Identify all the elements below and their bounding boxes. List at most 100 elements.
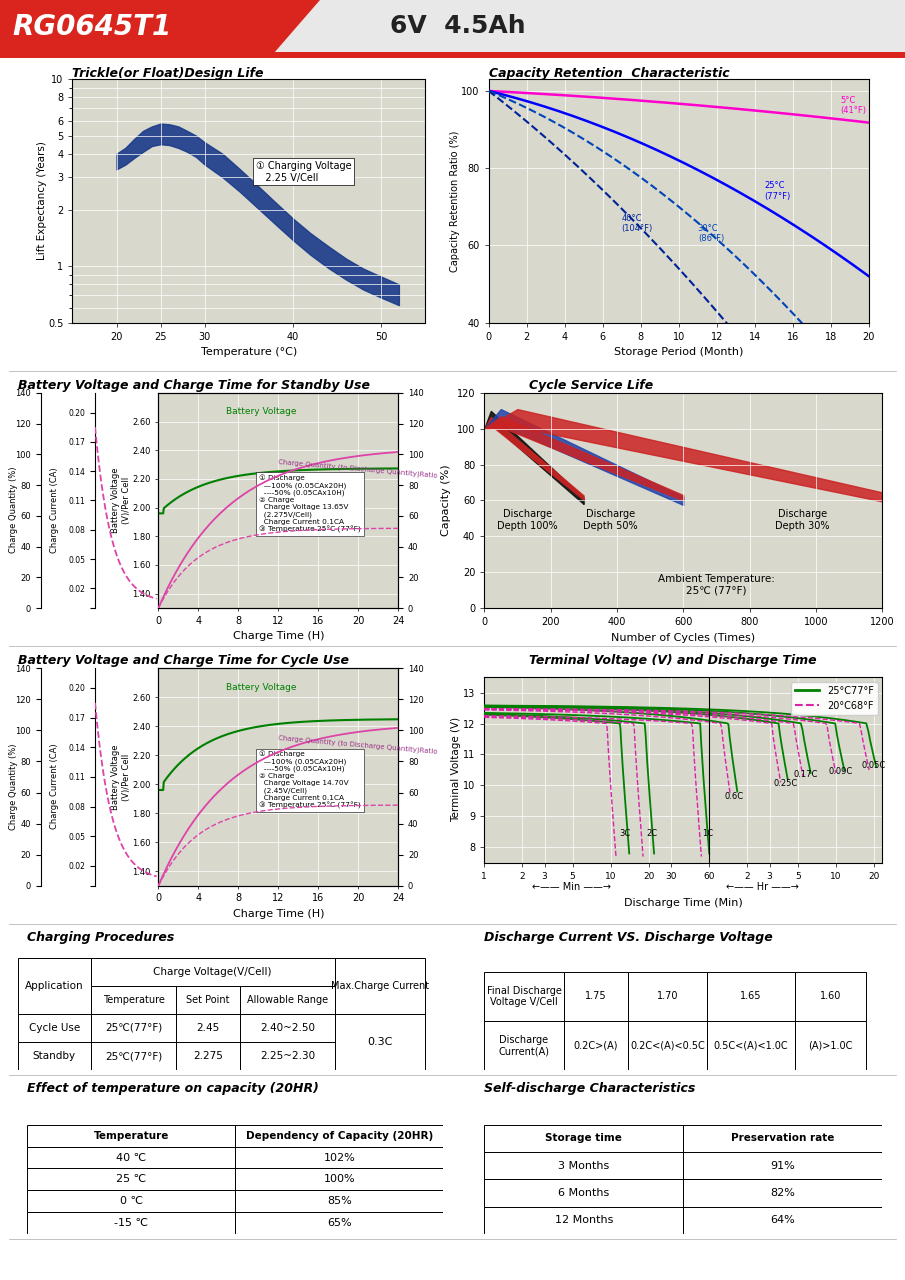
Bar <box>176 1042 240 1070</box>
Bar <box>18 1042 90 1070</box>
Text: 25 ℃: 25 ℃ <box>116 1174 147 1184</box>
Text: ←—— Min ——→: ←—— Min ——→ <box>532 882 611 892</box>
Text: ① Discharge
  —100% (0.05CAx20H)
  ----50% (0.05CAx10H)
② Charge
  Charge Voltag: ① Discharge —100% (0.05CAx20H) ----50% (… <box>259 475 361 532</box>
Text: Charge Current (CA): Charge Current (CA) <box>50 744 59 829</box>
Text: Self-discharge Characteristics: Self-discharge Characteristics <box>484 1082 696 1094</box>
Text: 2.275: 2.275 <box>193 1051 224 1061</box>
Text: 5°C
(41°F): 5°C (41°F) <box>840 96 866 115</box>
Text: ① Charging Voltage
   2.25 V/Cell: ① Charging Voltage 2.25 V/Cell <box>256 161 351 183</box>
Text: 0.2C<(A)<0.5C: 0.2C<(A)<0.5C <box>630 1041 705 1051</box>
Text: Discharge
Depth 30%: Discharge Depth 30% <box>776 509 830 531</box>
Bar <box>176 1014 240 1042</box>
Bar <box>627 1021 707 1070</box>
X-axis label: Charge Time (H): Charge Time (H) <box>233 909 324 919</box>
Text: 30°C
(86°F): 30°C (86°F) <box>698 224 724 243</box>
Text: 0.2C>(A): 0.2C>(A) <box>574 1041 618 1051</box>
Bar <box>484 1152 683 1179</box>
Polygon shape <box>270 0 905 58</box>
Text: Battery Voltage and Charge Time for Cycle Use: Battery Voltage and Charge Time for Cycl… <box>18 654 349 667</box>
Bar <box>335 957 425 1014</box>
Text: 0.5C<(A)<1.0C: 0.5C<(A)<1.0C <box>714 1041 788 1051</box>
Text: 85%: 85% <box>327 1197 352 1206</box>
Text: Final Discharge
Voltage V/Cell: Final Discharge Voltage V/Cell <box>487 986 561 1007</box>
Y-axis label: Capacity (%): Capacity (%) <box>441 465 451 536</box>
Bar <box>235 1212 443 1234</box>
Text: 0.09C: 0.09C <box>829 767 853 776</box>
Text: 6 Months: 6 Months <box>558 1188 609 1198</box>
Bar <box>683 1152 882 1179</box>
Text: Terminal Voltage (V) and Discharge Time: Terminal Voltage (V) and Discharge Time <box>529 654 817 667</box>
X-axis label: Temperature (°C): Temperature (°C) <box>201 347 297 357</box>
Text: 25°C
(77°F): 25°C (77°F) <box>764 180 791 201</box>
Text: 65%: 65% <box>327 1219 352 1228</box>
Text: 82%: 82% <box>770 1188 795 1198</box>
Text: 0.05C: 0.05C <box>862 760 886 769</box>
Text: Discharge
Current(A): Discharge Current(A) <box>499 1034 549 1056</box>
Text: Charge Quantity (%): Charge Quantity (%) <box>9 744 18 829</box>
Text: Battery Voltage and Charge Time for Standby Use: Battery Voltage and Charge Time for Stan… <box>18 379 370 392</box>
Text: Dependency of Capacity (20HR): Dependency of Capacity (20HR) <box>246 1130 433 1140</box>
Text: Application: Application <box>25 980 83 991</box>
Bar <box>235 1125 443 1147</box>
Text: 25℃(77°F): 25℃(77°F) <box>105 1023 162 1033</box>
Y-axis label: Lift Expectancy (Years): Lift Expectancy (Years) <box>36 142 47 260</box>
Bar <box>90 1014 176 1042</box>
Text: -15 ℃: -15 ℃ <box>114 1219 148 1228</box>
Bar <box>176 986 240 1014</box>
Text: Trickle(or Float)Design Life: Trickle(or Float)Design Life <box>72 67 264 79</box>
Text: 91%: 91% <box>770 1161 795 1171</box>
Bar <box>795 972 866 1021</box>
Bar <box>484 1207 683 1234</box>
Legend: 25°C77°F, 20°C68°F: 25°C77°F, 20°C68°F <box>791 682 878 714</box>
Text: Charge Quantity (%): Charge Quantity (%) <box>9 467 18 553</box>
Bar <box>707 1021 795 1070</box>
Bar <box>240 986 335 1014</box>
Text: 2.40~2.50: 2.40~2.50 <box>260 1023 315 1033</box>
Text: 1.75: 1.75 <box>585 991 606 1001</box>
Text: 0.17C: 0.17C <box>794 771 818 780</box>
Text: Charging Procedures: Charging Procedures <box>27 931 175 943</box>
Text: Charge Quantity (to Discharge Quantity)Ratio: Charge Quantity (to Discharge Quantity)R… <box>279 458 438 479</box>
Text: RG0645T1: RG0645T1 <box>12 13 171 41</box>
Bar <box>18 1014 90 1042</box>
Text: 12 Months: 12 Months <box>555 1215 613 1225</box>
Bar <box>683 1179 882 1207</box>
Text: 40 ℃: 40 ℃ <box>116 1152 147 1162</box>
Text: Temperature: Temperature <box>102 995 165 1005</box>
Text: 2.25~2.30: 2.25~2.30 <box>260 1051 315 1061</box>
Text: 100%: 100% <box>324 1174 355 1184</box>
Text: 2.45: 2.45 <box>196 1023 220 1033</box>
Text: 2C: 2C <box>646 829 657 838</box>
Bar <box>484 1125 683 1152</box>
Text: Max.Charge Current: Max.Charge Current <box>331 980 429 991</box>
Text: Cycle Use: Cycle Use <box>29 1023 80 1033</box>
Bar <box>795 1021 866 1070</box>
Text: Allowable Range: Allowable Range <box>247 995 328 1005</box>
Text: Effect of temperature on capacity (20HR): Effect of temperature on capacity (20HR) <box>27 1082 319 1094</box>
Text: 3C: 3C <box>620 829 631 838</box>
Bar <box>627 972 707 1021</box>
Bar <box>235 1169 443 1190</box>
Text: 1.65: 1.65 <box>740 991 762 1001</box>
Bar <box>27 1147 235 1169</box>
Text: 0.25C: 0.25C <box>773 780 797 788</box>
Text: Charge Voltage(V/Cell): Charge Voltage(V/Cell) <box>154 966 272 977</box>
Bar <box>235 1190 443 1212</box>
Text: 0.3C: 0.3C <box>367 1037 393 1047</box>
Bar <box>0 52 905 58</box>
Text: Discharge Time (Min): Discharge Time (Min) <box>624 899 743 909</box>
Text: Temperature: Temperature <box>93 1130 169 1140</box>
Text: Cycle Service Life: Cycle Service Life <box>529 379 653 392</box>
X-axis label: Storage Period (Month): Storage Period (Month) <box>614 347 743 357</box>
Text: Charge Current (CA): Charge Current (CA) <box>50 467 59 553</box>
Text: 40°C
(104°F): 40°C (104°F) <box>622 214 653 233</box>
Text: 1C: 1C <box>701 829 713 838</box>
Text: ① Discharge
  —100% (0.05CAx20H)
  ----50% (0.05CAx10H)
② Charge
  Charge Voltag: ① Discharge —100% (0.05CAx20H) ----50% (… <box>259 751 361 809</box>
Bar <box>240 1042 335 1070</box>
Bar <box>707 972 795 1021</box>
Bar <box>564 1021 627 1070</box>
Text: 64%: 64% <box>770 1215 795 1225</box>
Text: Preservation rate: Preservation rate <box>731 1133 834 1143</box>
Text: 6V  4.5Ah: 6V 4.5Ah <box>390 14 526 37</box>
Y-axis label: Capacity Retention Ratio (%): Capacity Retention Ratio (%) <box>450 131 460 271</box>
